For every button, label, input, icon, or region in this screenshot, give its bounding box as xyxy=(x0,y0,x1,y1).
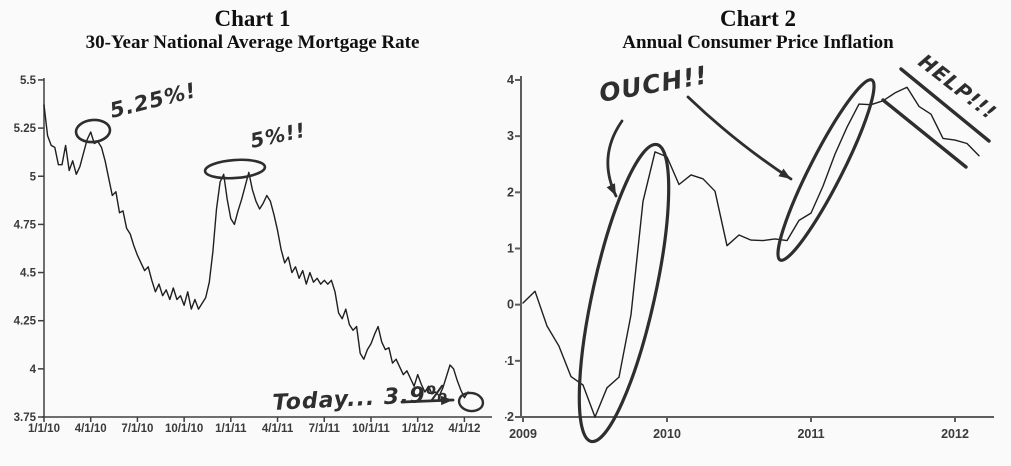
chart1-panel: Chart 1 30-Year National Average Mortgag… xyxy=(0,0,505,466)
x-tick-label: 4/1/11 xyxy=(262,423,294,435)
annotation-oval xyxy=(776,78,876,262)
annotation-oval xyxy=(577,142,671,444)
annotation-oval xyxy=(74,118,112,144)
y-tick-label: 5.25 xyxy=(14,123,37,135)
y-tick-label: 5 xyxy=(30,171,37,183)
series-line xyxy=(43,104,469,399)
x-tick-label: 4/1/10 xyxy=(75,423,107,435)
x-tick-label: 4/1/12 xyxy=(448,423,480,435)
x-tick-label: 2012 xyxy=(941,427,969,441)
annotation-oval xyxy=(457,391,485,413)
y-tick-label: 4 xyxy=(30,364,37,376)
y-tick-label: 4.5 xyxy=(20,268,37,280)
x-tick-label: 10/1/11 xyxy=(352,423,390,435)
annotation-stroke xyxy=(881,98,968,169)
x-tick-label: 7/1/11 xyxy=(309,423,341,435)
x-tick-label: 2010 xyxy=(653,427,681,441)
annotation-arrowhead-icon xyxy=(606,183,616,196)
series-line xyxy=(522,86,980,418)
y-tick-label: 4.25 xyxy=(14,316,37,328)
annotation-arrowhead-icon xyxy=(440,395,453,406)
y-tick-label: 0 xyxy=(507,298,514,312)
y-tick-label: 2 xyxy=(507,185,514,199)
annotation-handwritten-text: 5%!! xyxy=(248,118,308,153)
annotation-handwritten-text: 5.25%! xyxy=(107,78,199,123)
x-tick-label: 1/1/12 xyxy=(402,423,434,435)
y-tick-label: 3 xyxy=(507,129,514,143)
annotation-arrowhead-icon xyxy=(778,168,791,179)
chart2-panel: Chart 2 Annual Consumer Price Inflation … xyxy=(505,0,1011,466)
annotation-oval xyxy=(203,158,267,180)
x-tick-label: 2009 xyxy=(509,427,537,441)
x-tick-label: 2011 xyxy=(797,427,824,441)
y-tick-label: 4.75 xyxy=(14,219,37,231)
x-tick-label: 10/1/10 xyxy=(165,423,203,435)
y-tick-label: -2 xyxy=(505,410,514,424)
y-tick-label: -1 xyxy=(505,354,514,368)
chart1-plot: 5.5 5.25 5 4.75 4.5 4.25 4 3.751/1/10 4/1/10 7/1/… xyxy=(14,75,492,435)
x-tick-label: 7/1/10 xyxy=(121,423,153,435)
annotation-stroke xyxy=(899,67,991,143)
y-tick-label: 1 xyxy=(507,241,514,255)
x-tick-label: 1/1/10 xyxy=(28,423,60,435)
annotation-arrow-shaft xyxy=(686,95,793,181)
y-tick-label: 3.75 xyxy=(14,412,37,424)
annotation-handwritten-text: Today... 3.9% xyxy=(272,382,449,416)
y-tick-label: 4 xyxy=(507,73,514,87)
y-tick-label: 5.5 xyxy=(20,75,37,87)
x-tick-label: 1/1/11 xyxy=(215,423,247,435)
